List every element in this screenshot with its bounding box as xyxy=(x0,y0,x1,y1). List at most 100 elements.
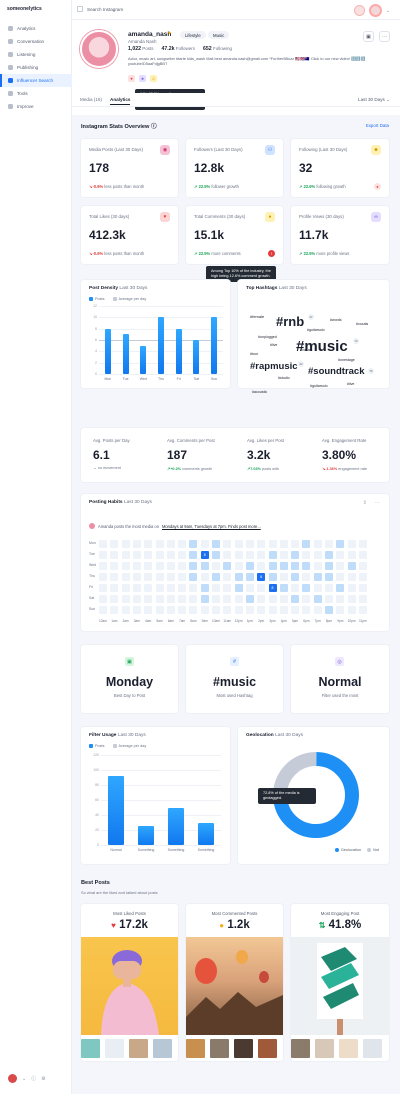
hashtag[interactable]: #vocals xyxy=(356,322,369,326)
post-thumbnail[interactable] xyxy=(234,1039,253,1058)
share-icon[interactable]: ⇪ xyxy=(362,500,367,506)
tab-analytics[interactable]: Analytics xyxy=(110,97,131,105)
best-post-label: Most Liked Posts xyxy=(113,911,146,916)
best-post-card[interactable]: Most Commented Posts ● 1.2k xyxy=(186,904,283,1061)
hashtag[interactable]: #studio xyxy=(278,376,290,380)
hashtag[interactable]: #acoustic xyxy=(252,390,268,394)
hashtag[interactable]: #music xyxy=(296,338,348,355)
heatmap-day-label: Fri xyxy=(89,585,94,589)
heatmap-cell xyxy=(234,540,243,548)
chevron-down-icon[interactable]: ⌄ xyxy=(385,7,390,14)
hashtag[interactable]: #female xyxy=(250,314,265,319)
post-thumbnail[interactable] xyxy=(186,1039,205,1058)
post-thumbnail[interactable] xyxy=(210,1039,229,1058)
sidebar-item-tools[interactable]: Tools xyxy=(0,87,72,100)
heatmap-cell xyxy=(223,562,232,570)
post-thumbnail[interactable] xyxy=(105,1039,124,1058)
heatmap-cell xyxy=(291,606,300,614)
hashtag[interactable]: #live xyxy=(347,382,355,386)
sidebar-item-analytics[interactable]: Analytics xyxy=(0,22,72,35)
tab-media[interactable]: Media (16) xyxy=(80,97,102,102)
post-thumbnail[interactable] xyxy=(363,1039,382,1058)
hashtag[interactable]: #guitarsolo xyxy=(307,328,325,332)
hashtag[interactable]: #tour xyxy=(250,352,259,356)
account-avatar[interactable] xyxy=(368,4,382,17)
heatmap-hour-label: 2pm xyxy=(258,619,265,623)
chart-icon xyxy=(8,26,13,31)
camera-icon: ◉ xyxy=(160,145,170,155)
hashtag[interactable]: #rnb xyxy=(276,314,305,329)
heatmap-cell xyxy=(144,584,153,592)
hashtag[interactable]: #live xyxy=(270,343,278,347)
user-avatar[interactable] xyxy=(8,1074,17,1083)
tag-music[interactable]: Music xyxy=(208,31,230,39)
heatmap-cell xyxy=(212,584,220,592)
hashtag[interactable]: #vocals xyxy=(300,348,313,352)
heatmap-cell xyxy=(313,551,322,559)
heatmap-cell xyxy=(144,551,153,559)
sidebar-item-publishing[interactable]: Publishing xyxy=(0,61,72,74)
balloons-illustration xyxy=(186,950,283,1035)
heatmap-cell xyxy=(110,540,119,548)
help-icon[interactable]: ⓘ xyxy=(31,1076,37,1082)
heatmap-cell xyxy=(223,540,232,548)
heatmap-cell xyxy=(358,584,367,592)
feature-value: Monday xyxy=(105,675,154,689)
heatmap-cell xyxy=(325,562,333,570)
heatmap-cell xyxy=(325,606,333,614)
hashtag[interactable]: #rapmusic xyxy=(250,361,298,372)
sidebar-item-influencer-search[interactable]: Influencer Search xyxy=(0,74,72,87)
hashtag[interactable]: #soundtrack xyxy=(308,366,365,377)
search-bar[interactable]: Search Instagram xyxy=(77,6,123,12)
heatmap-hour-label: 12am xyxy=(99,619,107,623)
heatmap-cell xyxy=(279,573,288,581)
hashtag[interactable]: #words xyxy=(330,318,342,322)
hashtag[interactable]: #onestage xyxy=(338,358,355,362)
hashtag[interactable]: #guitarsolo xyxy=(310,384,328,388)
notification-icon[interactable] xyxy=(353,5,365,16)
post-thumbnail[interactable] xyxy=(129,1039,148,1058)
post-thumbnail[interactable] xyxy=(339,1039,358,1058)
habits-link[interactable]: Mondays at 9am, Tuesdays at 7pm. Finds p… xyxy=(162,523,261,529)
heatmap-cell xyxy=(212,562,220,570)
tag-lifestyle[interactable]: Lifestyle xyxy=(180,31,206,39)
settings-icon[interactable]: ⚙ xyxy=(41,1075,46,1082)
more-button[interactable]: ⋯ xyxy=(379,31,390,42)
donut-legend: Geolocation Not xyxy=(334,848,379,852)
post-thumbnail[interactable] xyxy=(153,1039,172,1058)
hashtag[interactable]: #unplugged xyxy=(258,335,277,339)
x-tick-label: Something xyxy=(137,848,155,852)
heatmap-cell xyxy=(99,562,107,570)
sidebar-item-listening[interactable]: Listening xyxy=(0,48,72,61)
sidebar-item-improve[interactable]: Improve xyxy=(0,100,72,113)
heatmap-cell xyxy=(234,584,243,592)
heatmap-cell xyxy=(110,584,119,592)
chevron-down-icon[interactable]: ⌄ xyxy=(22,1075,27,1082)
post-thumbnail[interactable] xyxy=(81,1039,100,1058)
heatmap-cell xyxy=(302,584,311,592)
chart-title: Filter Usage Last 30 Days xyxy=(89,733,146,738)
post-thumbnail[interactable] xyxy=(315,1039,334,1058)
heatmap-hour-label: 3am xyxy=(133,619,140,623)
export-data-link[interactable]: Export Data xyxy=(365,123,389,128)
best-post-card[interactable]: Most Liked Posts ♥ 17.2k xyxy=(81,904,178,1061)
kpi-label: Profile Views (30 days) xyxy=(299,214,344,219)
calendar-button[interactable]: ▣ xyxy=(363,31,374,42)
date-range-select[interactable]: Last 30 Days ⌄ xyxy=(358,97,390,102)
habits-note: Amanda posts the most media on Mondays a… xyxy=(89,523,261,529)
heatmap-cell xyxy=(358,595,367,603)
best-post-value: ♥ 17.2k xyxy=(111,919,148,931)
heatmap-cell xyxy=(336,562,345,570)
sidebar-item-conversation[interactable]: Conversation xyxy=(0,35,72,48)
post-thumbnail[interactable] xyxy=(291,1039,310,1058)
best-post-card[interactable]: Most Engaging Post ⇅ 41.8% xyxy=(291,904,389,1061)
post-thumbnail[interactable] xyxy=(258,1039,277,1058)
heatmap-cell xyxy=(223,551,232,559)
best-post-label: Most Commented Posts xyxy=(211,911,258,916)
heatmap-cell xyxy=(121,573,130,581)
heatmap-cell xyxy=(234,595,243,603)
more-icon[interactable]: ⋯ xyxy=(375,500,380,506)
post-image xyxy=(81,937,178,1035)
search-input[interactable]: Search Instagram xyxy=(87,6,124,12)
heatmap-cell xyxy=(144,562,153,570)
